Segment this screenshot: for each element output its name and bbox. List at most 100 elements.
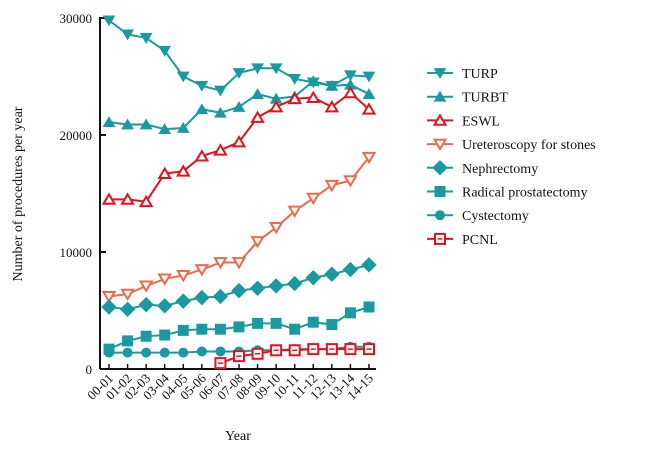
data-point-ureteroscopy-for-stones bbox=[176, 270, 191, 283]
data-point-eswl bbox=[306, 90, 321, 103]
data-point-nephrectomy bbox=[268, 278, 284, 294]
legend-marker-turp bbox=[433, 68, 447, 79]
data-point-radical-prostatectomy bbox=[289, 323, 301, 335]
data-point-radical-prostatectomy bbox=[307, 316, 319, 328]
data-point-ureteroscopy-for-stones bbox=[194, 264, 210, 277]
data-point-turbt bbox=[251, 88, 264, 99]
legend-item-radical-prostatectomy: Radical prostatectomy bbox=[427, 186, 588, 201]
data-point-radical-prostatectomy bbox=[122, 335, 134, 347]
legend-item-ureteroscopy-for-stones: Ureteroscopy for stones bbox=[427, 138, 596, 153]
legend-label: Nephrectomy bbox=[462, 162, 538, 177]
legend-marker-ureteroscopy-for-stones bbox=[432, 138, 448, 152]
data-point-ureteroscopy-for-stones bbox=[213, 257, 228, 270]
y-ticks: 0 10000 20000 30000 bbox=[60, 11, 106, 377]
legend-label: Ureteroscopy for stones bbox=[462, 138, 596, 153]
data-point-turbt bbox=[195, 103, 209, 115]
data-point-radical-prostatectomy bbox=[233, 321, 245, 333]
legend-marker-eswl bbox=[432, 113, 448, 126]
y-tick-label: 20000 bbox=[60, 128, 93, 143]
data-point-nephrectomy bbox=[305, 270, 321, 286]
data-point-nephrectomy bbox=[157, 298, 173, 314]
data-point-turp bbox=[269, 63, 283, 75]
legend-marker-radical-prostatectomy bbox=[434, 186, 446, 197]
data-point-ureteroscopy-for-stones bbox=[120, 288, 135, 302]
data-point-turp bbox=[288, 73, 302, 85]
data-point-nephrectomy bbox=[138, 296, 154, 313]
data-point-radical-prostatectomy bbox=[177, 324, 189, 336]
data-point-cystectomy bbox=[215, 346, 226, 357]
data-point-turp bbox=[102, 15, 116, 27]
legend: TURP TURBT ESWL Ureteroscopy for stones Neph… bbox=[427, 67, 596, 248]
data-point-ureteroscopy-for-stones bbox=[343, 175, 358, 188]
data-point-eswl bbox=[176, 164, 191, 177]
data-point-turbt bbox=[362, 88, 376, 99]
data-point-turbt bbox=[325, 79, 339, 91]
data-point-eswl bbox=[268, 99, 284, 113]
data-point-cystectomy bbox=[122, 347, 133, 358]
legend-label: ESWL bbox=[462, 114, 500, 129]
data-point-radical-prostatectomy bbox=[159, 329, 171, 341]
data-point-eswl bbox=[250, 110, 265, 123]
data-point-turbt bbox=[214, 106, 227, 118]
legend-label: PCNL bbox=[462, 233, 498, 248]
data-point-radical-prostatectomy bbox=[196, 323, 208, 335]
data-point-ureteroscopy-for-stones bbox=[138, 280, 154, 293]
data-point-radical-prostatectomy bbox=[214, 323, 226, 335]
data-point-eswl bbox=[194, 149, 210, 162]
data-point-turp bbox=[362, 71, 376, 83]
data-point-radical-prostatectomy bbox=[326, 319, 338, 331]
data-point-eswl bbox=[157, 166, 172, 180]
data-point-turbt bbox=[139, 118, 153, 130]
legend-item-nephrectomy: Nephrectomy bbox=[427, 160, 538, 177]
data-point-cystectomy bbox=[141, 347, 152, 358]
data-point-turbt bbox=[306, 75, 320, 87]
data-point-turp bbox=[195, 80, 209, 92]
data-point-nephrectomy bbox=[212, 288, 229, 305]
data-point-turbt bbox=[102, 116, 116, 128]
y-tick-label: 10000 bbox=[60, 245, 93, 260]
data-point-cystectomy bbox=[159, 347, 170, 358]
data-point-turbt bbox=[121, 118, 134, 130]
x-axis-title: Year bbox=[225, 429, 251, 444]
data-point-nephrectomy bbox=[231, 282, 247, 299]
data-point-nephrectomy bbox=[119, 301, 136, 318]
series-eswl bbox=[101, 85, 377, 208]
data-point-turbt bbox=[158, 123, 172, 135]
data-point-eswl bbox=[231, 135, 247, 148]
data-point-turp bbox=[139, 32, 153, 44]
data-point-ureteroscopy-for-stones bbox=[101, 291, 117, 304]
legend-marker-cystectomy bbox=[435, 210, 445, 221]
series-ureteroscopy-for-stones bbox=[101, 151, 377, 304]
data-point-turp bbox=[232, 68, 246, 79]
data-point-eswl bbox=[120, 192, 135, 205]
data-point-turp bbox=[251, 63, 264, 75]
data-point-cystectomy bbox=[196, 346, 207, 357]
data-point-nephrectomy bbox=[194, 289, 210, 306]
legend-marker-nephrectomy bbox=[432, 160, 448, 176]
data-point-radical-prostatectomy bbox=[252, 317, 264, 329]
data-point-turp bbox=[214, 85, 227, 97]
data-point-eswl bbox=[361, 102, 377, 115]
data-point-nephrectomy bbox=[175, 293, 191, 309]
data-point-eswl bbox=[287, 91, 302, 105]
data-point-nephrectomy bbox=[101, 299, 117, 315]
data-point-ureteroscopy-for-stones bbox=[157, 273, 172, 286]
data-point-radical-prostatectomy bbox=[344, 307, 356, 319]
legend-item-cystectomy: Cystectomy bbox=[427, 209, 529, 224]
series-nephrectomy bbox=[101, 257, 377, 318]
legend-item-eswl: ESWL bbox=[427, 113, 500, 129]
data-point-eswl bbox=[324, 99, 340, 113]
data-point-turbt bbox=[176, 122, 190, 133]
data-point-ureteroscopy-for-stones bbox=[287, 205, 302, 218]
series-layer bbox=[101, 15, 377, 370]
legend-label: TURBT bbox=[462, 91, 508, 106]
legend-marker-turbt bbox=[433, 90, 447, 102]
data-point-ureteroscopy-for-stones bbox=[324, 179, 340, 193]
data-point-ureteroscopy-for-stones bbox=[250, 236, 265, 249]
y-tick-label: 0 bbox=[86, 362, 93, 377]
data-point-eswl bbox=[138, 194, 154, 208]
data-point-turp bbox=[121, 29, 134, 41]
legend-label: Radical prostatectomy bbox=[462, 186, 588, 201]
data-point-cystectomy bbox=[104, 347, 114, 358]
